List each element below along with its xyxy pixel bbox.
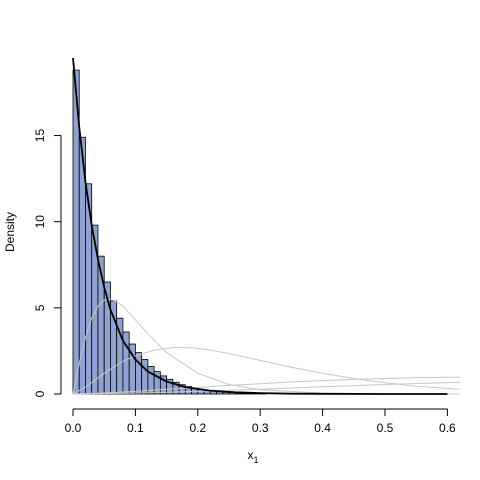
x-tick-label: 0.5: [377, 421, 394, 435]
component-density-line: [72, 381, 460, 395]
component-density-line: [72, 298, 460, 395]
histogram-bars: [72, 69, 267, 395]
x-tick-label: 0.0: [65, 421, 82, 435]
x-tick-label: 0.4: [314, 421, 331, 435]
y-tick-label: 10: [33, 215, 47, 229]
x-axis-label-subscript: 1: [253, 455, 258, 465]
y-axis-label: Density: [3, 212, 17, 252]
histogram-bar: [110, 300, 118, 395]
component-density-line: [72, 376, 460, 395]
y-axis-ticks: 0 5 10 15: [33, 129, 61, 397]
x-tick-label: 0.6: [439, 421, 456, 435]
x-axis-label: x1: [247, 448, 258, 465]
x-tick-label: 0.3: [252, 421, 269, 435]
y-tick-label: 5: [33, 304, 47, 311]
x-axis-label-main: x: [247, 448, 253, 462]
fitted-density-line: [72, 57, 448, 395]
x-tick-label: 0.1: [127, 421, 144, 435]
fitted-density-curve-group: [72, 57, 448, 395]
x-tick-label: 0.2: [189, 421, 206, 435]
x-axis-ticks: 0.0 0.1 0.2 0.3 0.4 0.5 0.6: [65, 409, 456, 435]
y-tick-label: 15: [33, 129, 47, 143]
y-tick-label: 0: [33, 390, 47, 397]
histogram-bar: [134, 352, 143, 395]
histogram-bar: [141, 359, 149, 395]
component-curves: [72, 298, 460, 395]
component-density-line: [72, 346, 460, 395]
